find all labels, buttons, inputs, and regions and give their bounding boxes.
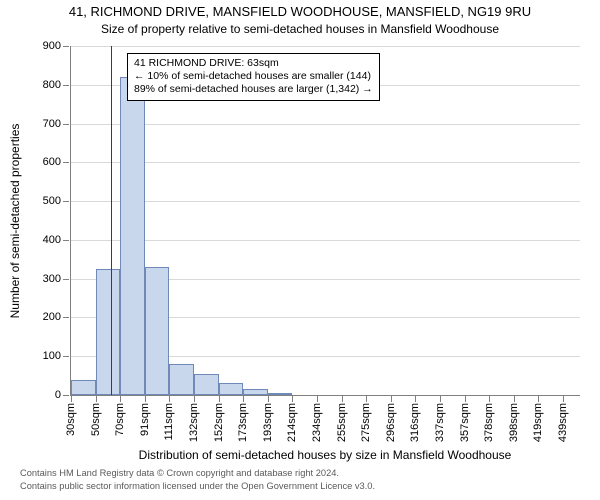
gridline: [71, 162, 580, 163]
gridline: [71, 46, 580, 47]
x-tick: [71, 396, 72, 402]
y-axis-label: Number of semi-detached properties: [8, 46, 22, 396]
histogram-bar: [71, 380, 96, 396]
x-tick-label: 439sqm: [557, 403, 569, 442]
x-tick-label: 275sqm: [360, 403, 372, 442]
x-axis-label: Distribution of semi-detached houses by …: [70, 448, 580, 462]
y-tick: [63, 124, 69, 125]
x-tick: [219, 396, 220, 402]
x-tick: [169, 396, 170, 402]
x-tick-label: 70sqm: [114, 403, 126, 436]
y-tick: [63, 46, 69, 47]
plot-area: 010020030040050060070080090030sqm50sqm70…: [70, 46, 580, 396]
histogram-bar: [145, 267, 170, 395]
x-tick: [440, 396, 441, 402]
x-tick: [489, 396, 490, 402]
y-tick: [63, 201, 69, 202]
y-tick: [63, 279, 69, 280]
x-tick-label: 296sqm: [385, 403, 397, 442]
x-tick: [514, 396, 515, 402]
annotation-line: 89% of semi-detached houses are larger (…: [134, 83, 373, 96]
histogram-bar: [194, 374, 219, 395]
y-tick-label: 300: [43, 273, 61, 285]
y-tick-label: 700: [43, 118, 61, 130]
x-tick-label: 419sqm: [532, 403, 544, 442]
y-tick: [63, 240, 69, 241]
histogram-bar: [96, 269, 121, 395]
x-tick: [538, 396, 539, 402]
x-tick: [120, 396, 121, 402]
gridline: [71, 240, 580, 241]
histogram-bar: [120, 77, 145, 395]
title-subtitle: Size of property relative to semi-detach…: [0, 22, 600, 36]
x-tick: [145, 396, 146, 402]
x-tick-label: 152sqm: [213, 403, 225, 442]
y-tick-label: 800: [43, 79, 61, 91]
x-tick-label: 173sqm: [237, 403, 249, 442]
y-tick: [63, 85, 69, 86]
y-tick-label: 600: [43, 156, 61, 168]
x-tick-label: 337sqm: [434, 403, 446, 442]
x-tick-label: 111sqm: [163, 403, 175, 441]
x-tick-label: 255sqm: [336, 403, 348, 442]
x-tick-label: 132sqm: [188, 403, 200, 442]
gridline: [71, 201, 580, 202]
x-tick: [317, 396, 318, 402]
x-tick: [465, 396, 466, 402]
histogram-bar: [243, 389, 268, 395]
histogram-bar: [169, 364, 194, 395]
x-tick: [342, 396, 343, 402]
x-tick-label: 30sqm: [65, 403, 77, 436]
y-tick: [63, 395, 69, 396]
x-tick-label: 316sqm: [409, 403, 421, 442]
y-tick-label: 100: [43, 350, 61, 362]
x-tick-label: 50sqm: [90, 403, 102, 436]
annotation-box: 41 RICHMOND DRIVE: 63sqm← 10% of semi-de…: [127, 53, 380, 101]
x-tick-label: 357sqm: [459, 403, 471, 442]
y-tick-label: 0: [55, 389, 61, 401]
title-address: 41, RICHMOND DRIVE, MANSFIELD WOODHOUSE,…: [0, 4, 600, 19]
y-tick: [63, 356, 69, 357]
x-tick: [292, 396, 293, 402]
x-tick-label: 91sqm: [139, 403, 151, 436]
x-tick-label: 398sqm: [508, 403, 520, 442]
x-tick-label: 193sqm: [262, 403, 274, 442]
x-tick: [96, 396, 97, 402]
x-tick: [194, 396, 195, 402]
histogram-bar: [268, 393, 293, 395]
x-tick: [391, 396, 392, 402]
y-tick: [63, 317, 69, 318]
property-marker-line: [111, 46, 112, 395]
x-tick-label: 234sqm: [311, 403, 323, 442]
gridline: [71, 124, 580, 125]
y-tick: [63, 162, 69, 163]
annotation-line: 41 RICHMOND DRIVE: 63sqm: [134, 57, 373, 70]
y-tick-label: 500: [43, 195, 61, 207]
y-tick-label: 200: [43, 311, 61, 323]
x-tick: [415, 396, 416, 402]
annotation-line: ← 10% of semi-detached houses are smalle…: [134, 70, 373, 83]
y-tick-label: 400: [43, 234, 61, 246]
x-tick: [366, 396, 367, 402]
chart-container: 41, RICHMOND DRIVE, MANSFIELD WOODHOUSE,…: [0, 0, 600, 500]
histogram-bar: [219, 383, 244, 395]
x-tick: [563, 396, 564, 402]
x-tick-label: 378sqm: [483, 403, 495, 442]
x-tick: [268, 396, 269, 402]
footer-copyright-1: Contains HM Land Registry data © Crown c…: [20, 468, 580, 480]
x-tick: [243, 396, 244, 402]
x-tick-label: 214sqm: [286, 403, 298, 442]
footer-copyright-2: Contains public sector information licen…: [20, 481, 580, 493]
y-tick-label: 900: [43, 40, 61, 52]
